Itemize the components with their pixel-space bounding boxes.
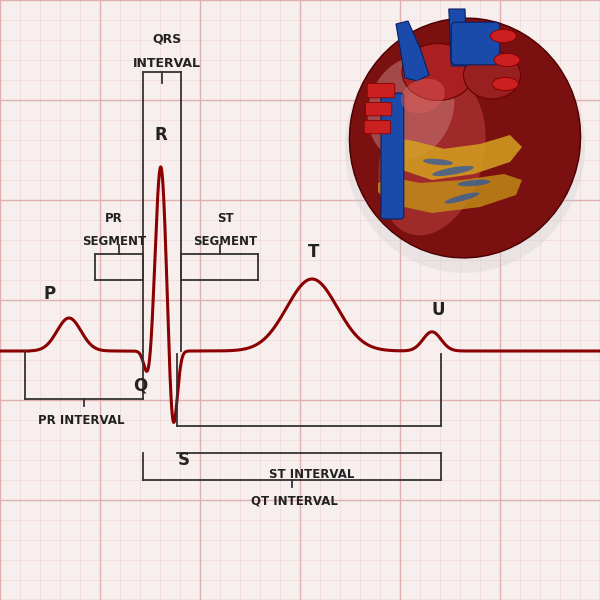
Text: SEGMENT: SEGMENT bbox=[193, 235, 257, 248]
Ellipse shape bbox=[493, 77, 518, 91]
Text: QT INTERVAL: QT INTERVAL bbox=[251, 495, 337, 508]
Ellipse shape bbox=[402, 43, 474, 100]
Ellipse shape bbox=[490, 29, 517, 43]
Text: Q: Q bbox=[133, 376, 147, 394]
Polygon shape bbox=[449, 9, 467, 66]
Ellipse shape bbox=[445, 193, 479, 203]
Text: INTERVAL: INTERVAL bbox=[133, 57, 201, 70]
Text: R: R bbox=[154, 126, 167, 144]
FancyBboxPatch shape bbox=[364, 121, 391, 134]
Polygon shape bbox=[378, 174, 522, 213]
Text: PR INTERVAL: PR INTERVAL bbox=[38, 414, 124, 427]
Ellipse shape bbox=[458, 179, 490, 187]
Ellipse shape bbox=[379, 77, 485, 235]
Ellipse shape bbox=[433, 166, 473, 176]
FancyBboxPatch shape bbox=[451, 22, 500, 65]
FancyBboxPatch shape bbox=[367, 83, 395, 98]
Ellipse shape bbox=[345, 21, 585, 273]
Text: S: S bbox=[178, 451, 190, 469]
Text: SEGMENT: SEGMENT bbox=[82, 235, 146, 248]
Text: T: T bbox=[308, 243, 319, 261]
Text: U: U bbox=[431, 301, 445, 319]
Polygon shape bbox=[396, 21, 429, 81]
FancyBboxPatch shape bbox=[381, 93, 404, 219]
Ellipse shape bbox=[494, 53, 520, 67]
FancyBboxPatch shape bbox=[365, 103, 392, 116]
Text: PR: PR bbox=[105, 212, 123, 225]
Ellipse shape bbox=[368, 56, 454, 160]
Text: QRS: QRS bbox=[152, 33, 181, 46]
Ellipse shape bbox=[463, 51, 521, 99]
Polygon shape bbox=[384, 135, 522, 180]
Ellipse shape bbox=[401, 79, 445, 113]
Text: ST INTERVAL: ST INTERVAL bbox=[269, 468, 355, 481]
Text: P: P bbox=[43, 285, 55, 303]
Ellipse shape bbox=[349, 18, 581, 258]
Ellipse shape bbox=[423, 159, 453, 165]
Text: ST: ST bbox=[217, 212, 233, 225]
